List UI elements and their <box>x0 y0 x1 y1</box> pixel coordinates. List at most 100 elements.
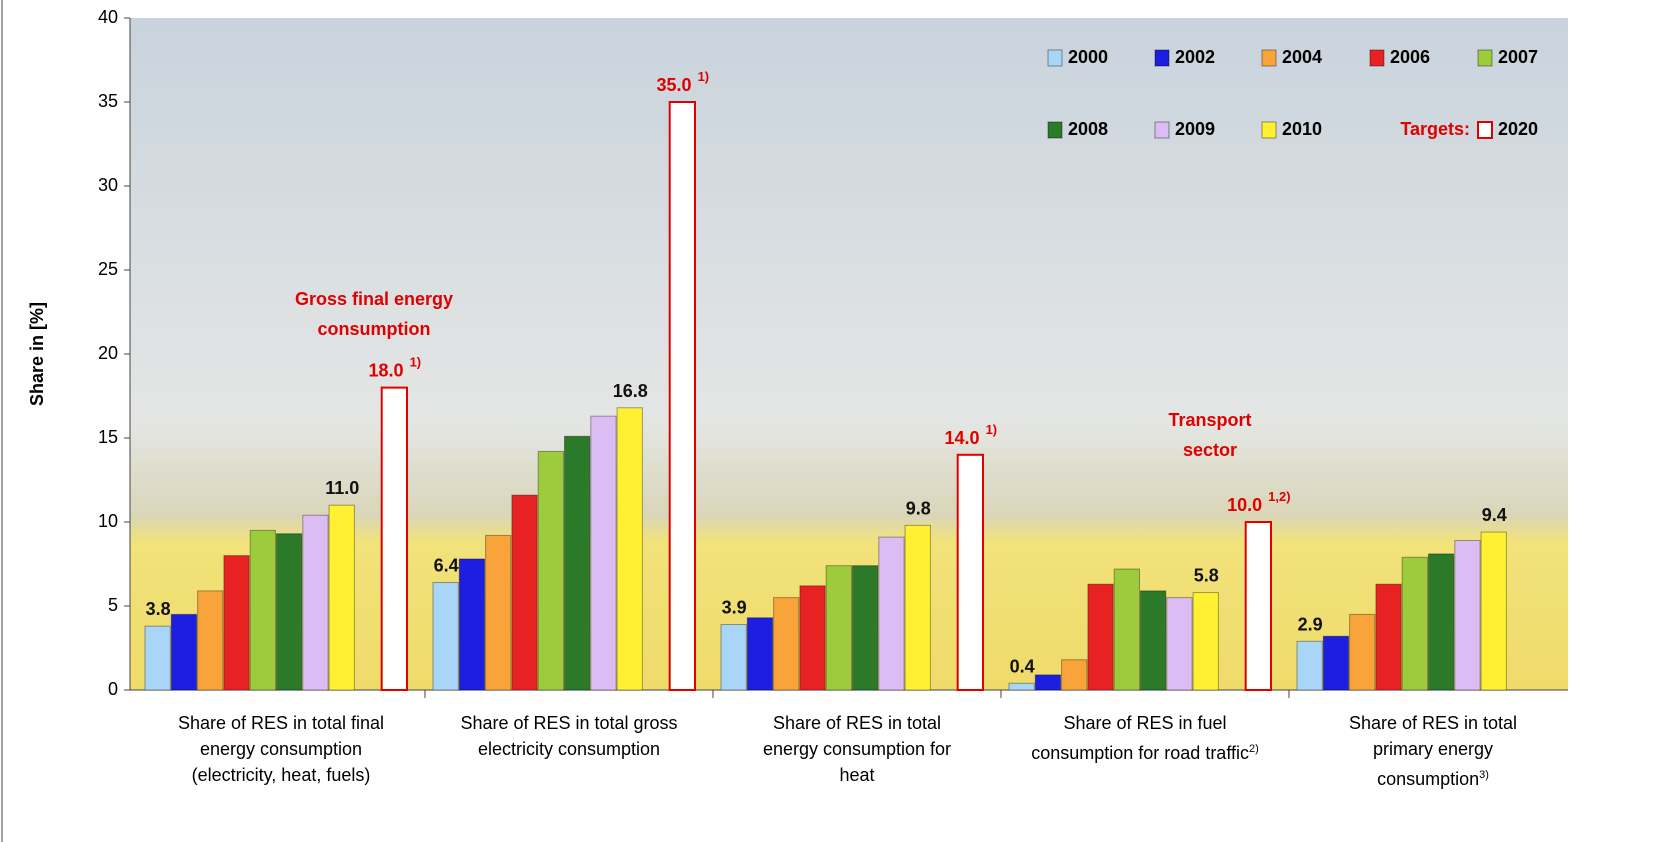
legend-swatch <box>1154 49 1170 67</box>
data-label: 0.4 <box>1010 656 1035 676</box>
bar <box>1375 583 1402 691</box>
annotation: Gross final energy consumption <box>294 289 454 339</box>
legend-label: 2007 <box>1498 47 1538 67</box>
bar <box>458 558 486 691</box>
legend-swatch <box>1261 121 1277 139</box>
bar <box>746 617 774 691</box>
legend-swatch <box>1047 121 1063 139</box>
data-label-text: 10.0 <box>1227 495 1262 515</box>
bar <box>170 613 198 691</box>
y-tick-label: 15 <box>98 427 118 447</box>
legend-label: 2008 <box>1068 119 1108 139</box>
bar <box>276 533 303 691</box>
bar <box>956 453 985 691</box>
legend-swatch <box>1477 49 1493 67</box>
bar <box>564 435 591 691</box>
x-tick-text: Share of RES in fuel consumption for roa… <box>1031 713 1249 763</box>
data-label: 18.0 1) <box>369 355 422 380</box>
bar <box>1192 592 1219 691</box>
legend-swatch <box>1154 121 1170 139</box>
x-tick-note: 2) <box>1249 743 1259 755</box>
data-label-text: 6.4 <box>434 555 459 575</box>
bar <box>825 565 853 691</box>
y-tick-label: 0 <box>108 679 118 699</box>
x-tick-note: 3) <box>1479 769 1489 781</box>
data-label-note: 1,2) <box>1268 489 1290 504</box>
bar <box>904 524 931 691</box>
y-tick-label: 10 <box>98 511 118 531</box>
data-label: 9.8 <box>906 498 931 518</box>
data-label-text: 9.4 <box>1482 505 1507 525</box>
x-tick-text: Share of RES in total final energy consu… <box>177 713 385 785</box>
y-axis-label: Share in [%] <box>27 302 47 406</box>
bar <box>1140 590 1167 691</box>
x-tick-label: Share of RES in total primary energy con… <box>1283 710 1583 792</box>
legend-label: 2020 <box>1498 119 1538 139</box>
bar <box>799 585 826 691</box>
bar <box>1454 539 1481 691</box>
data-label-text: 3.9 <box>722 597 747 617</box>
y-tick-label: 40 <box>98 7 118 27</box>
data-label: 9.4 <box>1482 505 1507 525</box>
y-tick-label: 35 <box>98 91 118 111</box>
data-label-text: 9.8 <box>906 498 931 518</box>
data-label: 3.8 <box>146 599 171 619</box>
bar <box>485 534 512 691</box>
bar <box>1034 674 1062 691</box>
y-tick-label: 5 <box>108 595 118 615</box>
bar <box>537 450 565 691</box>
bar <box>1480 531 1507 691</box>
bar <box>1244 521 1272 691</box>
bar <box>1296 640 1323 691</box>
legend-label: 2009 <box>1175 119 1215 139</box>
data-label: 2.9 <box>1298 614 1323 634</box>
bar <box>432 581 459 691</box>
bar <box>223 555 250 691</box>
bar <box>668 101 697 691</box>
bar <box>302 514 329 691</box>
bar <box>1061 659 1088 691</box>
legend-label: 2004 <box>1282 47 1322 67</box>
data-label: 35.0 1) <box>657 69 710 94</box>
data-label-text: 5.8 <box>1194 565 1219 585</box>
data-label-text: 35.0 <box>657 75 692 95</box>
data-label: 3.9 <box>722 597 747 617</box>
y-tick-label: 20 <box>98 343 118 363</box>
bar <box>878 536 905 691</box>
bar <box>773 597 800 691</box>
bar <box>1401 556 1428 691</box>
legend-swatch <box>1047 49 1063 67</box>
legend-label: 2002 <box>1175 47 1215 67</box>
bar <box>380 386 409 691</box>
y-tick-label: 25 <box>98 259 118 279</box>
data-label-text: 14.0 <box>945 428 980 448</box>
y-tick-label: 30 <box>98 175 118 195</box>
legend-swatch <box>1369 49 1385 67</box>
data-label: 11.0 <box>325 478 359 498</box>
x-tick-label: Share of RES in total final energy consu… <box>131 710 431 788</box>
data-label: 16.8 <box>613 381 648 401</box>
bar <box>197 590 224 691</box>
data-label-text: 3.8 <box>146 599 171 619</box>
bar <box>1087 583 1114 691</box>
data-label-text: 16.8 <box>613 381 648 401</box>
legend-swatch <box>1261 49 1277 67</box>
bar <box>1166 597 1193 691</box>
annotation: Transport sector <box>1168 410 1252 460</box>
bar <box>1322 635 1350 691</box>
x-tick-text: Share of RES in total gross electricity … <box>460 713 678 759</box>
data-label: 5.8 <box>1194 565 1219 585</box>
bar <box>590 415 617 691</box>
x-tick-text: Share of RES in total energy consumption… <box>762 713 952 785</box>
data-label: 6.4 <box>434 555 459 575</box>
x-tick-text: Share of RES in total primary energy con… <box>1348 713 1518 789</box>
data-label-text: 11.0 <box>325 478 359 498</box>
legend-label: 2010 <box>1282 119 1322 139</box>
legend-swatch <box>1477 121 1493 139</box>
bar <box>249 529 276 691</box>
x-tick-label: Share of RES in fuel consumption for roa… <box>995 710 1295 766</box>
data-label-text: 2.9 <box>1298 614 1323 634</box>
data-label-note: 1) <box>698 69 710 84</box>
